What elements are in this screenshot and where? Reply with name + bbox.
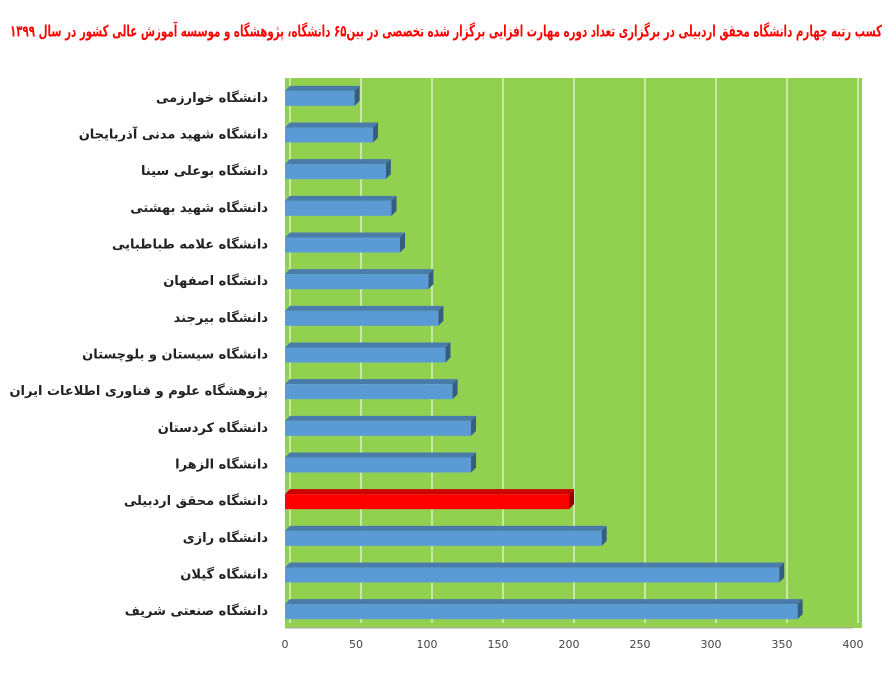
bar-top — [285, 85, 360, 91]
bar-top — [285, 269, 434, 275]
y-tick-label: دانشگاه الزهرا — [175, 457, 268, 473]
bar-side — [452, 379, 458, 400]
bar-top — [285, 415, 477, 421]
bar-side — [601, 525, 607, 546]
bar-top — [285, 305, 444, 311]
bar — [285, 90, 355, 106]
x-tick-label: 250 — [630, 638, 651, 651]
y-tick-label: دانشگاه شهید مدنی آذربایجان — [79, 126, 269, 143]
y-tick-label: دانشگاه رازی — [183, 530, 269, 546]
y-tick-label: دانشگاه بوعلی سینا — [141, 163, 268, 179]
bar-top — [285, 452, 477, 458]
bar-side — [779, 562, 785, 583]
bar-top — [285, 489, 574, 495]
bar-top — [285, 122, 379, 128]
bar — [285, 200, 392, 216]
y-tick-label: دانشگاه اصفهان — [163, 273, 268, 289]
x-tick-label: 100 — [417, 638, 438, 651]
y-tick-label: دانشگاه محقق اردبیلی — [124, 493, 268, 509]
bar-side — [373, 122, 379, 143]
y-tick-label: دانشگاه کردستان — [158, 420, 269, 436]
x-tick-label: 50 — [349, 638, 363, 651]
bar-top — [285, 379, 458, 385]
bar-top — [285, 232, 406, 238]
bar — [285, 384, 453, 400]
bar-top — [285, 599, 803, 605]
y-tick-label: دانشگاه صنعتی شریف — [125, 603, 269, 619]
y-tick-label: دانشگاه خوارزمی — [156, 90, 268, 106]
bar — [285, 420, 472, 436]
y-tick-label: دانشگاه بیرجند — [174, 310, 269, 326]
bar — [285, 127, 374, 143]
bar-side — [391, 195, 397, 216]
bar — [285, 604, 798, 620]
x-tick-label: 400 — [843, 638, 864, 651]
bar — [285, 237, 401, 253]
bar-side — [438, 305, 444, 326]
bar — [285, 567, 780, 583]
bar-top — [285, 562, 785, 568]
y-tick-label: دانشگاه گیلان — [180, 567, 268, 583]
chart-title: کسب رتبه چهارم دانشگاه محقق اردبیلی در ب… — [10, 21, 882, 42]
bar-side — [797, 599, 803, 620]
x-tick-label: 150 — [488, 638, 509, 651]
bar-side — [400, 232, 406, 253]
bar — [285, 310, 439, 326]
bar-side — [445, 342, 451, 363]
bar-side — [354, 85, 360, 106]
x-tick-label: 350 — [772, 638, 793, 651]
y-tick-label: دانشگاه سیستان و بلوچستان — [82, 347, 268, 363]
x-tick-label: 200 — [559, 638, 580, 651]
bar — [285, 164, 386, 180]
bar-top — [285, 342, 451, 348]
y-tick-label: پژوهشگاه علوم و فناوری اطلاعات ایران — [9, 383, 268, 399]
bar — [285, 530, 602, 546]
bar — [285, 347, 446, 363]
x-tick-label: 300 — [701, 638, 722, 651]
bar-side — [385, 159, 391, 180]
y-tick-label: دانشگاه شهید بهشتی — [130, 200, 268, 216]
y-tick-label: دانشگاه علامه طباطبایی — [112, 237, 268, 253]
bar-side — [471, 452, 477, 473]
bar-top — [285, 159, 391, 165]
bar-side — [428, 269, 434, 290]
bar — [285, 494, 569, 510]
x-tick-label: 0 — [282, 638, 289, 651]
bar-top — [285, 525, 607, 531]
bar-side — [569, 489, 574, 510]
bar — [285, 457, 472, 473]
bar — [285, 274, 429, 290]
bar-top — [285, 195, 397, 201]
bar-side — [471, 415, 477, 436]
